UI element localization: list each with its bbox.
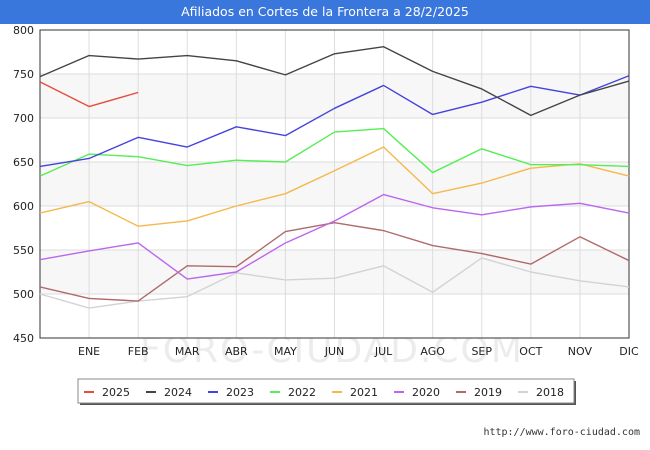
- legend-label-2023: 2023: [226, 386, 254, 399]
- series-line-2023: [39, 75, 630, 168]
- x-tick-label: FEB: [128, 345, 149, 358]
- y-tick-label: 750: [13, 68, 34, 81]
- chart-title: Afiliados en Cortes de la Frontera a 28/…: [0, 0, 650, 24]
- series-line-2022: [39, 127, 630, 177]
- series-line-2019: [39, 222, 630, 302]
- y-tick-label: 600: [13, 200, 34, 213]
- legend-label-2020: 2020: [412, 386, 440, 399]
- x-tick-label: OCT: [519, 345, 542, 358]
- plot-frame: [39, 29, 630, 339]
- x-tick-label: DIC: [619, 345, 639, 358]
- series-line-2021: [39, 146, 630, 227]
- source-url[interactable]: http://www.foro-ciudad.com: [483, 427, 640, 438]
- x-tick-label: AGO: [420, 345, 445, 358]
- x-tick-label: ABR: [225, 345, 248, 358]
- legend-label-2025: 2025: [102, 386, 130, 399]
- x-tick-label: MAY: [274, 345, 297, 358]
- x-tick-label: NOV: [568, 345, 593, 358]
- x-tick-label: JUN: [324, 345, 345, 358]
- x-tick-label: SEP: [471, 345, 492, 358]
- legend-label-2024: 2024: [164, 386, 192, 399]
- x-tick-label: ENE: [78, 345, 100, 358]
- y-tick-label: 800: [13, 24, 34, 37]
- series-line-2025: [39, 81, 139, 108]
- y-tick-label: 500: [13, 288, 34, 301]
- x-tick-label: JUL: [374, 345, 393, 358]
- legend-label-2019: 2019: [474, 386, 502, 399]
- series-line-2024: [39, 46, 630, 117]
- legend-label-2021: 2021: [350, 386, 378, 399]
- y-tick-label: 450: [13, 332, 34, 345]
- y-tick-label: 650: [13, 156, 34, 169]
- legend-label-2018: 2018: [536, 386, 564, 399]
- series-line-2020: [39, 193, 630, 280]
- y-tick-label: 700: [13, 112, 34, 125]
- y-tick-label: 550: [13, 244, 34, 257]
- legend-label-2022: 2022: [288, 386, 316, 399]
- x-tick-label: MAR: [175, 345, 200, 358]
- legend-box: [77, 378, 575, 404]
